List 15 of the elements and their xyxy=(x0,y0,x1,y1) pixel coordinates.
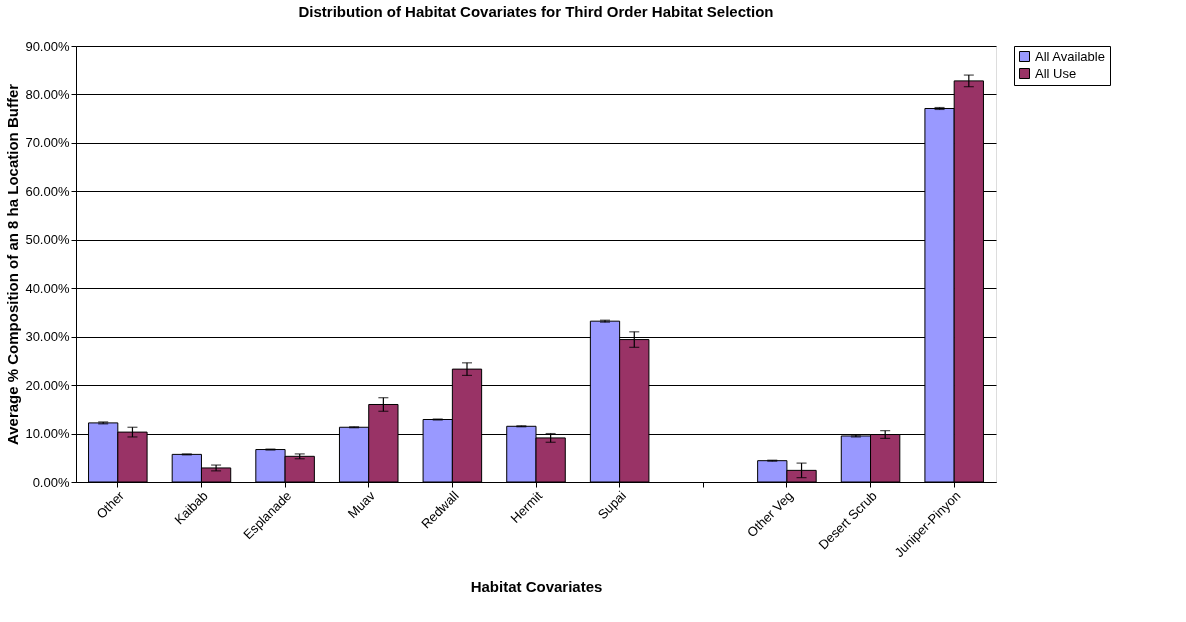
legend-label: All Available xyxy=(1035,48,1105,64)
y-tick-label: 20.00% xyxy=(25,377,70,393)
y-tick-label: 0.00% xyxy=(32,474,70,490)
y-tick-label: 30.00% xyxy=(25,329,70,345)
x-axis-title: Habitat Covariates xyxy=(470,578,603,596)
legend-label: All Use xyxy=(1035,65,1077,81)
chart-title: Distribution of Habitat Covariates for Third Order Habitat Selection xyxy=(298,3,774,20)
y-tick-label: 70.00% xyxy=(25,135,70,151)
y-tick-label: 90.00% xyxy=(25,38,70,54)
y-axis-title: Average % Composition of an 8 ha Location Buffer xyxy=(4,83,22,446)
y-tick-label: 40.00% xyxy=(25,280,70,296)
y-tick-label: 10.00% xyxy=(25,426,70,442)
y-tick-label: 50.00% xyxy=(25,232,70,248)
y-tick-label: 60.00% xyxy=(25,183,70,199)
y-tick-label: 80.00% xyxy=(25,86,70,102)
